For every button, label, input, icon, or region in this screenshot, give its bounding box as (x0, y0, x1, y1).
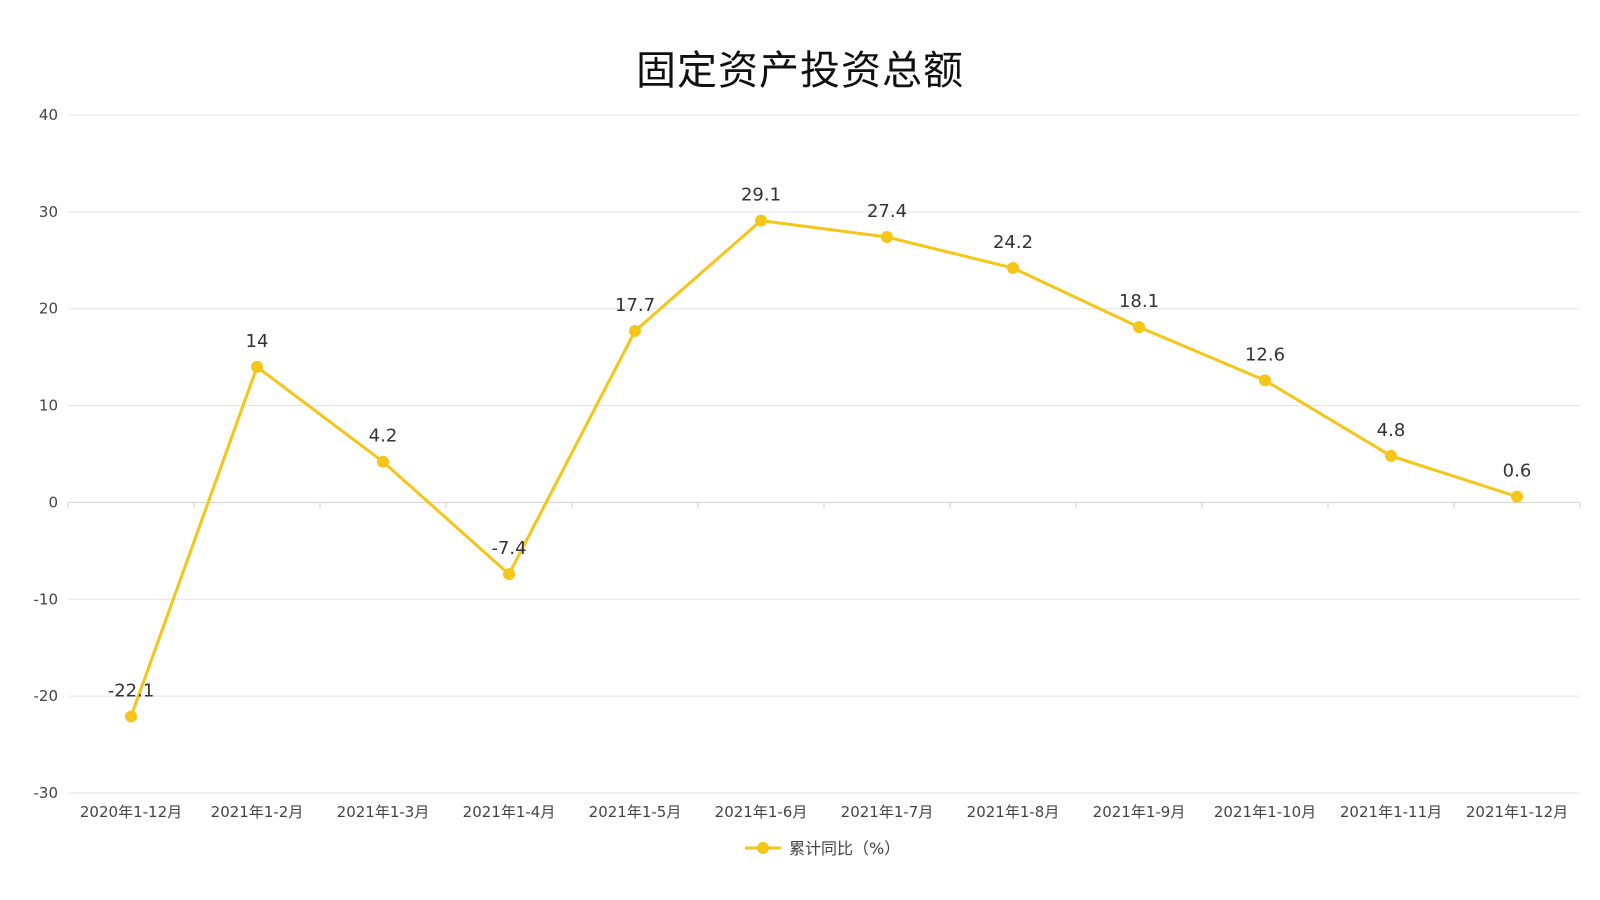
y-tick-label: -10 (34, 590, 59, 608)
data-point[interactable] (125, 710, 137, 723)
x-tick-label: 2021年1-9月 (1093, 803, 1186, 821)
axis-layer: -30 -20 -10 0 10 20 30 40 2020年1-12月 2021年1-2月 202… (34, 106, 1581, 821)
x-tick-label: 2021年1-12月 (1466, 803, 1568, 821)
x-tick-label: 2021年1-4月 (463, 803, 556, 821)
data-label: 12.6 (1245, 344, 1285, 365)
data-label: 29.1 (741, 185, 781, 206)
data-label: 24.2 (993, 232, 1033, 253)
grid-layer (68, 114, 1580, 794)
data-point[interactable] (629, 324, 641, 337)
data-label: -22.1 (108, 680, 155, 701)
data-point[interactable] (1133, 321, 1145, 334)
x-tick-label: 2021年1-3月 (337, 803, 430, 821)
data-point[interactable] (251, 360, 263, 373)
data-point[interactable] (1259, 374, 1271, 387)
data-label: 17.7 (615, 295, 655, 316)
y-tick-label: -30 (34, 784, 59, 802)
y-tick-label: 40 (39, 106, 58, 124)
x-tick-label: 2021年1-8月 (967, 803, 1060, 821)
data-point[interactable] (377, 455, 389, 468)
y-tick-label: -20 (34, 687, 59, 705)
data-label: 27.4 (867, 201, 907, 222)
data-label: 4.8 (1377, 420, 1406, 441)
data-point[interactable] (1007, 262, 1019, 275)
data-label: -7.4 (491, 538, 526, 559)
y-tick-label: 30 (39, 203, 58, 221)
x-tick-label: 2021年1-5月 (589, 803, 682, 821)
data-point[interactable] (1385, 449, 1397, 462)
data-point[interactable] (503, 568, 515, 581)
y-tick-label: 20 (39, 300, 58, 318)
data-point[interactable] (755, 214, 767, 227)
legend-label[interactable]: 累计同比（%） (789, 839, 900, 858)
data-label: 18.1 (1119, 291, 1159, 312)
x-tick-label: 2021年1-10月 (1214, 803, 1316, 821)
x-tick-label: 2021年1-6月 (715, 803, 808, 821)
x-tick-label: 2021年1-2月 (211, 803, 304, 821)
data-point[interactable] (1511, 490, 1523, 503)
y-tick-label: 10 (39, 397, 58, 415)
series-line (129, 219, 1519, 718)
data-label: 14 (246, 331, 269, 352)
data-label-layer: -22.1 14 4.2 -7.4 17.7 29.1 27.4 24.2 18.1 12.6 4.… (108, 185, 1532, 702)
chart-title: 固定资产投资总额 (636, 48, 964, 94)
data-label: 4.2 (369, 426, 398, 447)
x-tick-label: 2020年1-12月 (80, 803, 182, 821)
legend-marker-icon (757, 842, 769, 854)
series-layer (125, 214, 1523, 723)
x-tick-label: 2021年1-11月 (1340, 803, 1442, 821)
data-point[interactable] (881, 231, 893, 244)
y-tick-label: 0 (48, 493, 58, 511)
data-label: 0.6 (1503, 461, 1532, 482)
x-tick-label: 2021年1-7月 (841, 803, 934, 821)
legend[interactable]: 累计同比（%） (745, 839, 900, 858)
